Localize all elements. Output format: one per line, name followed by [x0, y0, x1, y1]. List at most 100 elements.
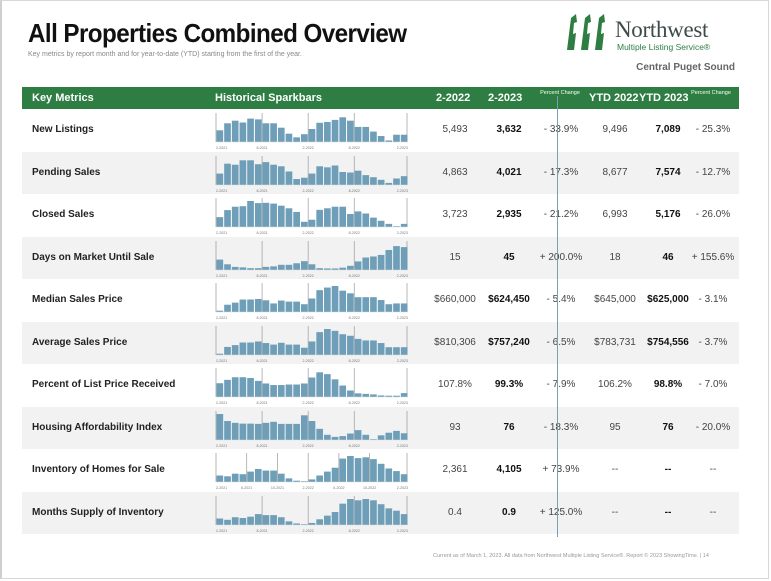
value-ytd-curr: 46	[662, 251, 674, 263]
sparkbar-bar	[370, 459, 377, 482]
value-ytd-curr: 98.8%	[653, 379, 683, 390]
sparkbar-bar	[239, 299, 247, 312]
sparkbar-bar	[254, 380, 262, 397]
value-prev: 4,863	[442, 166, 468, 178]
sparkbar-tick-label: 2-2023	[397, 189, 408, 193]
sparkbar-bar	[247, 267, 254, 270]
sparkbar-bar	[254, 340, 262, 355]
sparkbar-bar	[239, 206, 247, 227]
sparkbar-bar	[377, 220, 385, 227]
sparkbar-bar	[300, 260, 308, 270]
sparkbar-bar	[262, 300, 270, 312]
nwmls-logo: Northwest Multiple Listing Service®	[563, 14, 743, 56]
value-ytd-curr: 7,574	[655, 166, 681, 178]
sparkbar-bar	[216, 310, 224, 312]
table-row: New Listings 5,493 3,632 - 33.9% 9,496 7,089 -…	[22, 109, 739, 152]
sparkbar-bar	[224, 210, 231, 227]
sparkbar-bar	[270, 344, 277, 355]
sparkbar-bar	[285, 301, 293, 312]
sparkbar-bar	[377, 434, 385, 440]
value-ytd-curr: 76	[662, 421, 674, 433]
value-prev: $810,306	[434, 336, 476, 348]
sparkbar-bar	[377, 463, 385, 482]
sparkbar-bar	[331, 206, 339, 227]
value-curr: 76	[503, 421, 515, 433]
sparkbar-bar	[308, 340, 316, 355]
value-ytd-pct-change: - 26.0%	[695, 209, 731, 220]
sparkbar-tick-label: 2-2023	[397, 359, 408, 363]
value-ytd-prev: --	[611, 464, 619, 475]
sparkbar-tick-label: 8-2021	[256, 529, 267, 533]
sparkbar-bar	[316, 267, 324, 270]
sparkbar-bar	[316, 372, 324, 397]
metric-label: Closed Sales	[32, 209, 95, 220]
sparkbar-tick-label: 2-2021	[216, 189, 227, 193]
sparkbar-bar	[247, 118, 254, 142]
sparkbar-tick-label: 2-2021	[216, 359, 227, 363]
table-row: Pending Sales 4,863 4,021 - 17.3% 8,677 7,574…	[22, 151, 739, 194]
ytd-divider	[557, 96, 558, 537]
sparkbar-bar	[370, 131, 377, 142]
sparkbar-bar	[377, 300, 385, 312]
sparkbar-tick-label: 2-2023	[397, 274, 408, 278]
sparkbar-tick-label: 2-2021	[216, 146, 227, 150]
sparkbar-bar	[339, 171, 347, 185]
logo-name: Northwest	[615, 17, 709, 42]
sparkbar-bar	[270, 514, 277, 525]
table-row: Median Sales Price $660,000 $624,450 - 5.4%…	[22, 279, 739, 322]
sparkbar-bar	[300, 383, 308, 397]
value-ytd-curr: --	[664, 506, 672, 518]
footer-note: Current as of March 1, 2023. All data fr…	[433, 553, 709, 559]
sparkbar-bar	[362, 257, 370, 270]
sparkbar-bar	[216, 413, 224, 440]
value-pct-change: - 7.9%	[546, 379, 576, 390]
sparkbar-bar	[247, 378, 254, 397]
metric-label: Median Sales Price	[32, 294, 123, 305]
sparkbar-bar	[224, 379, 231, 397]
value-ytd-prev: 9,496	[602, 124, 628, 135]
sparkbar-bar	[377, 503, 385, 525]
value-prev: 5,493	[442, 124, 468, 135]
sparkbar-tick-label: 2-2023	[397, 529, 408, 533]
sparkbar-bar	[400, 432, 408, 440]
value-pct-change: - 18.3%	[543, 421, 579, 433]
sparkbar-tick-label: 2-2021	[216, 401, 227, 405]
sparkbar-bar	[393, 303, 400, 312]
value-ytd-prev: 18	[609, 251, 621, 263]
sparkbar-chart: 2-2021 8-2021 2-2022 8-2022 2-2023	[215, 410, 408, 448]
header-ytd-prev: YTD 2022	[589, 92, 639, 104]
sparkbar-tick-label: 8-2022	[349, 274, 360, 278]
value-ytd-pct-change: - 7.0%	[698, 379, 728, 390]
sparkbar-bar	[224, 123, 231, 142]
value-ytd-prev: $645,000	[594, 294, 636, 305]
sparkbar-bar	[308, 263, 316, 270]
sparkbar-bar	[362, 434, 370, 440]
sparkbar-bar	[308, 377, 316, 397]
sparkbar-bar	[370, 217, 377, 227]
value-ytd-prev: 95	[609, 421, 621, 433]
value-ytd-prev: $783,731	[594, 336, 636, 348]
sparkbar-bar	[362, 213, 370, 227]
sparkbar-bar	[316, 165, 324, 185]
value-ytd-prev: 8,677	[602, 166, 628, 178]
sparkbar-bar	[247, 516, 254, 525]
value-ytd-prev: --	[611, 506, 619, 518]
sparkbar-chart: 2-2021 8-2021 2-2022 8-2022 2-2023	[215, 113, 408, 150]
sparkbar-tick-label: 2-2022	[303, 444, 314, 448]
sparkbar-bar	[239, 342, 247, 355]
metric-label: Inventory of Homes for Sale	[32, 464, 165, 475]
sparkbar-bar	[316, 290, 324, 312]
value-ytd-pct-change: - 20.0%	[695, 421, 731, 433]
sparkbar-bar	[331, 511, 339, 525]
value-curr: 45	[503, 251, 515, 263]
sparkbar-bar	[354, 126, 362, 142]
value-pct-change: + 73.9%	[542, 464, 580, 475]
sparkbar-tick-label: 2-2022	[303, 486, 314, 490]
sparkbar-bar	[324, 434, 331, 440]
sparkbar-bar	[393, 471, 400, 482]
sparkbar-bar	[231, 302, 239, 312]
sparkbar-chart: 2-2021 8-2021 2-2022 8-2022 2-2023	[215, 495, 408, 533]
sparkbar-bar	[354, 338, 362, 355]
sparkbar-bar	[300, 177, 308, 185]
sparkbar-tick-label: 8-2021	[256, 231, 267, 235]
